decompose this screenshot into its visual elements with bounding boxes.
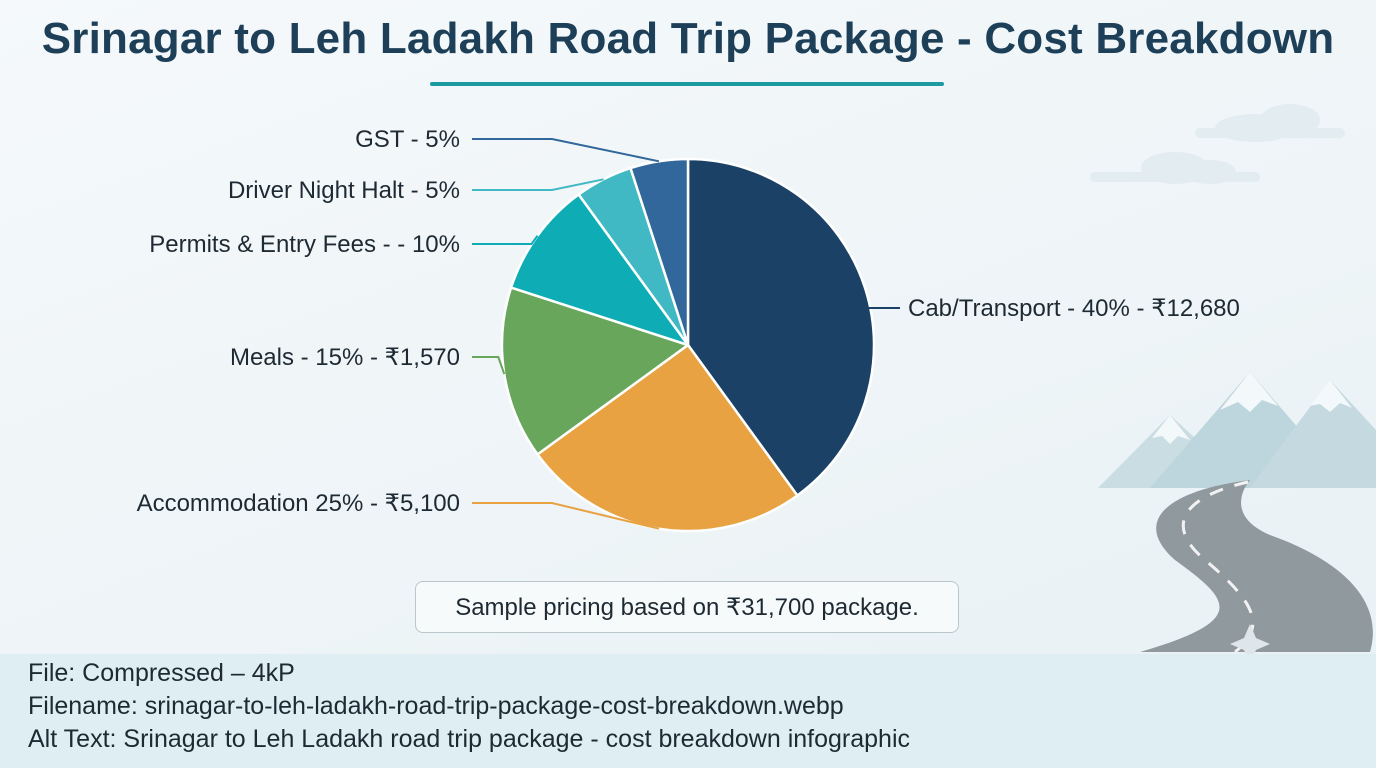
- title-underline: [430, 82, 944, 86]
- filename-text: Filename: srinagar-to-leh-ladakh-road-tr…: [28, 692, 844, 720]
- file-info-footer: File: Compressed – 4kP Filename: srinaga…: [0, 654, 1376, 768]
- file-compression-text: File: Compressed – 4kP: [28, 659, 295, 687]
- slice-label-meals-15-1: Meals - 15% - ₹1,570: [230, 344, 460, 371]
- leader-line: [472, 502, 660, 530]
- slice-label-driver-night-halt: Driver Night Halt - 5%: [228, 177, 460, 204]
- pie-slice-cab-transport-40: [686, 157, 876, 497]
- leader-line: [472, 235, 539, 245]
- leader-line: [472, 178, 604, 191]
- leader-line: [472, 356, 506, 375]
- mountain-icon: [1098, 372, 1376, 488]
- cloud-icon: [1090, 152, 1260, 184]
- cloud-icon: [1195, 104, 1345, 142]
- alt-text: Alt Text: Srinagar to Leh Ladakh road tr…: [28, 725, 911, 753]
- slice-label-permits-entry-fees: Permits & Entry Fees - - 10%: [149, 231, 460, 258]
- pricing-note: Sample pricing based on ₹31,700 package.: [415, 581, 959, 633]
- chart-title: Srinagar to Leh Ladakh Road Trip Package…: [41, 14, 1335, 63]
- slice-label-accommodation-25-5: Accommodation 25% - ₹5,100: [137, 490, 460, 517]
- pricing-note-text: Sample pricing based on ₹31,700 package.: [455, 593, 919, 621]
- slice-label-cab-transport-40: Cab/Transport - 40% - ₹12,680: [908, 295, 1240, 322]
- slice-label-gst-5: GST - 5%: [355, 126, 460, 153]
- road-icon: [1140, 480, 1373, 664]
- leader-line: [472, 138, 660, 163]
- pie-slice-permits-entry-fees: [509, 193, 690, 347]
- pie-slice-accommodation-25-5: [536, 343, 799, 533]
